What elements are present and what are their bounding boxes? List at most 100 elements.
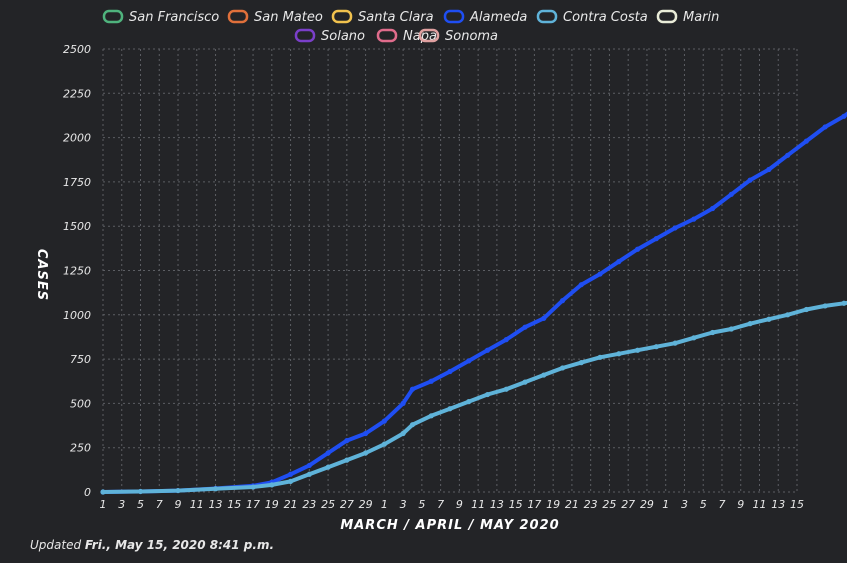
data-point-alameda [634,246,641,252]
x-tick-label: 3 [681,498,688,511]
legend-swatch-contra-costa[interactable] [536,9,558,24]
x-tick-label: 23 [584,498,598,511]
x-tick-label: 9 [456,498,463,511]
data-point-alameda [578,282,584,288]
y-tick-label: 1500 [63,220,91,233]
data-point-contra-costa [841,300,847,306]
x-tick-label: 7 [718,498,725,511]
x-tick-label: 5 [418,498,425,511]
y-tick-label: 1250 [63,265,91,278]
legend-label-san-mateo[interactable]: San Mateo [254,10,323,25]
x-tick-label: 7 [156,498,163,511]
y-tick-label: 250 [70,442,91,455]
data-point-contra-costa [175,487,181,494]
data-point-contra-costa [428,413,434,419]
data-point-contra-costa [484,391,491,398]
x-tick-label: 21 [284,498,298,511]
data-point-alameda [747,177,753,183]
legend-label-sonoma[interactable]: Sonoma [445,29,498,44]
legend-swatch-marin[interactable] [656,9,678,24]
data-point-contra-costa [559,365,566,371]
data-point-alameda [766,166,772,173]
legend-swatch-sonoma[interactable] [418,28,440,43]
data-point-contra-costa [691,335,697,341]
data-point-contra-costa [709,329,716,336]
data-point-contra-costa [503,386,509,392]
data-point-contra-costa [728,326,734,332]
legend-label-san-francisco[interactable]: San Francisco [129,10,219,25]
legend-label-solano[interactable]: Solano [321,29,365,44]
x-tick-label: 13 [771,498,785,511]
x-tick-label: 19 [546,498,560,511]
x-tick-label: 13 [490,498,504,511]
data-point-contra-costa [616,351,622,357]
legend-label-contra-costa[interactable]: Contra Costa [563,10,648,25]
data-point-contra-costa [785,312,791,318]
x-tick-label: 7 [437,498,444,511]
x-tick-label: 11 [190,498,204,511]
x-tick-label: 5 [700,498,707,511]
data-point-alameda [841,113,847,119]
x-tick-label: 27 [340,498,354,511]
data-point-alameda [466,358,472,364]
data-point-contra-costa [409,422,416,428]
data-point-alameda [428,378,434,384]
data-point-contra-costa [250,484,256,490]
y-axis-title: CASES [34,249,49,301]
legend-swatch-san-francisco[interactable] [102,9,124,24]
data-point-contra-costa [803,306,809,313]
y-tick-label: 2000 [63,132,91,145]
data-point-alameda [672,225,678,231]
legend-swatch-napa[interactable] [376,28,398,43]
legend-label-santa-clara[interactable]: Santa Clara [358,10,434,25]
legend-label-alameda[interactable]: Alameda [469,10,527,25]
x-tick-label: 3 [400,498,407,511]
data-point-alameda [709,205,716,212]
legend-swatch-solano[interactable] [294,28,316,43]
x-tick-label: 23 [302,498,316,511]
series-line-alameda [101,111,847,494]
data-point-contra-costa [381,441,387,447]
data-point-alameda [691,216,697,222]
x-tick-label: 25 [321,498,335,511]
x-tick-label: 9 [175,498,182,511]
x-tick-label: 9 [737,498,744,511]
data-point-alameda [447,368,453,375]
legend-swatch-santa-clara[interactable] [331,9,353,24]
x-tick-label: 1 [381,498,388,511]
x-tick-label: 17 [527,498,541,511]
data-point-contra-costa [447,406,453,412]
data-point-contra-costa [269,482,275,488]
data-point-contra-costa [212,486,219,492]
x-tick-label: 19 [265,498,279,511]
data-point-alameda [362,430,369,437]
y-tick-label: 0 [84,486,91,499]
x-tick-label: 5 [137,498,144,511]
x-tick-label: 25 [602,498,616,511]
data-point-alameda [287,471,294,477]
data-point-contra-costa [653,344,659,350]
data-point-contra-costa [325,464,331,470]
legend-label-marin[interactable]: Marin [683,10,719,25]
data-point-contra-costa [578,360,584,366]
x-tick-label: 29 [359,498,373,511]
legend-swatch-san-mateo[interactable] [227,9,249,24]
data-point-contra-costa [747,321,753,327]
data-point-alameda [503,337,509,343]
x-tick-label: 13 [209,498,223,511]
data-point-alameda [653,236,659,242]
x-tick-label: 11 [752,498,766,511]
data-point-contra-costa [137,488,144,495]
data-point-alameda [597,271,603,277]
data-point-contra-costa [100,489,106,495]
data-point-contra-costa [597,354,603,360]
data-point-contra-costa [822,303,828,309]
series-line-contra-costa [101,300,847,494]
legend-swatch-alameda[interactable] [443,9,465,24]
data-point-contra-costa [400,430,406,437]
data-point-alameda [785,152,791,158]
data-point-contra-costa [522,379,528,385]
x-tick-label: 15 [509,498,523,511]
data-point-contra-costa [766,316,772,322]
